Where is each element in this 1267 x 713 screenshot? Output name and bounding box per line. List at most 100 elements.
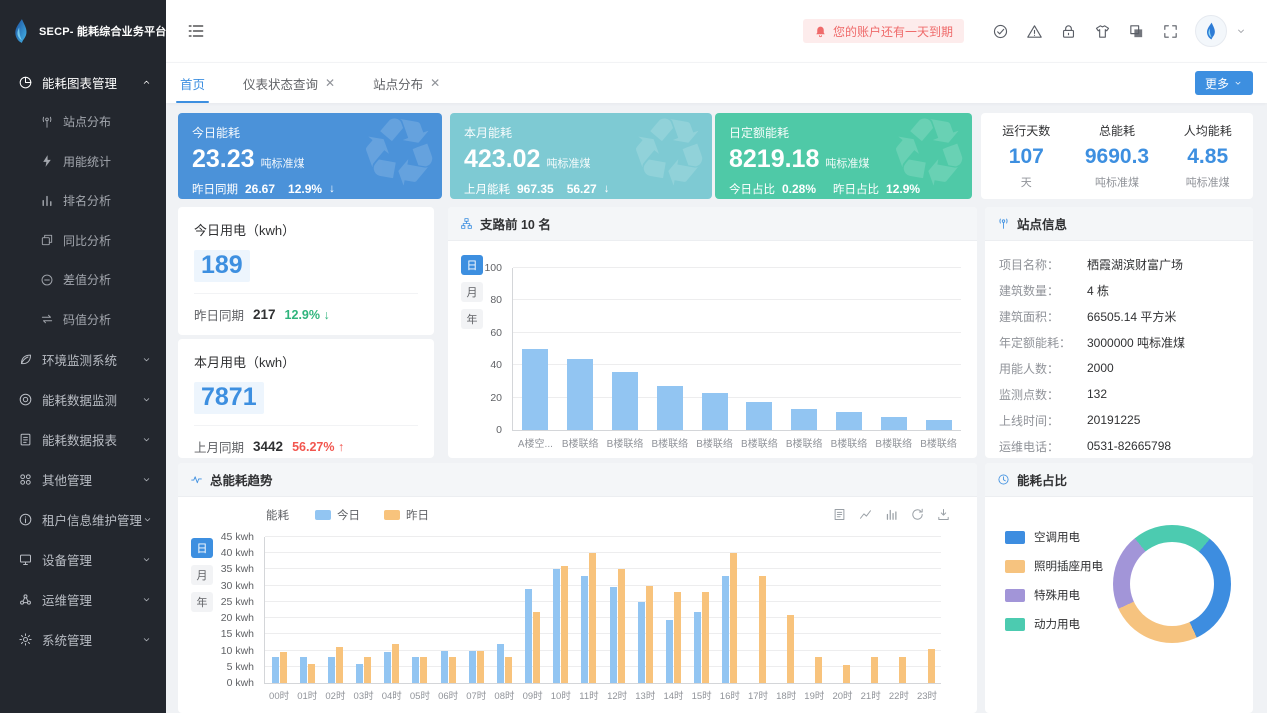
bar-昨日[interactable] bbox=[927, 648, 935, 683]
user-menu-chevron-down-icon[interactable] bbox=[1235, 25, 1247, 37]
tab-站点分布[interactable]: 站点分布 ✕ bbox=[373, 63, 440, 103]
tab-首页[interactable]: 首页 bbox=[175, 63, 210, 103]
bar-昨日[interactable] bbox=[871, 657, 879, 683]
bar[interactable] bbox=[611, 371, 638, 430]
bar-今日[interactable] bbox=[468, 650, 476, 683]
copy-pages-icon[interactable] bbox=[1128, 23, 1145, 40]
bar-今日[interactable] bbox=[412, 657, 420, 683]
bar-今日[interactable] bbox=[327, 657, 335, 683]
bar-今日[interactable] bbox=[440, 650, 448, 683]
sidebar-subitem-差值分析[interactable]: 差值分析 bbox=[0, 260, 166, 300]
bar[interactable] bbox=[925, 420, 952, 430]
sidebar-item-能耗数据监测[interactable]: 能耗数据监测 bbox=[0, 379, 166, 419]
bar-今日[interactable] bbox=[271, 657, 279, 683]
sidebar-subitem-排名分析[interactable]: 排名分析 bbox=[0, 181, 166, 221]
bar-昨日[interactable] bbox=[307, 663, 315, 683]
bar-今日[interactable] bbox=[694, 611, 702, 683]
bar-昨日[interactable] bbox=[364, 657, 372, 683]
sidebar-item-租户信息维护管理[interactable]: 租户信息维护管理 bbox=[0, 499, 166, 539]
bar-昨日[interactable] bbox=[645, 585, 653, 683]
bar-昨日[interactable] bbox=[392, 644, 400, 683]
bar-昨日[interactable] bbox=[617, 569, 625, 683]
bar[interactable] bbox=[567, 358, 594, 430]
bar-昨日[interactable] bbox=[504, 657, 512, 683]
bar[interactable] bbox=[791, 408, 818, 430]
bar[interactable] bbox=[880, 417, 907, 430]
bar-昨日[interactable] bbox=[476, 650, 484, 683]
bar-今日[interactable] bbox=[496, 644, 504, 683]
bar-昨日[interactable] bbox=[589, 553, 597, 683]
sidebar-item-设备管理[interactable]: 设备管理 bbox=[0, 539, 166, 579]
bar-昨日[interactable] bbox=[814, 657, 822, 683]
bar[interactable] bbox=[656, 386, 683, 430]
account-expiry-notice[interactable]: 您的账户还有一天到期 bbox=[802, 19, 964, 43]
more-button[interactable]: 更多 bbox=[1194, 71, 1253, 95]
restore-icon[interactable] bbox=[910, 507, 925, 522]
period-button-月[interactable]: 月 bbox=[461, 282, 483, 302]
bar-今日[interactable] bbox=[525, 588, 533, 683]
bar-昨日[interactable] bbox=[335, 647, 343, 683]
bar-今日[interactable] bbox=[637, 601, 645, 683]
close-icon[interactable]: ✕ bbox=[325, 76, 336, 90]
period-button-日[interactable]: 日 bbox=[461, 255, 483, 275]
bar-今日[interactable] bbox=[609, 587, 617, 683]
approval-icon[interactable] bbox=[992, 23, 1009, 40]
sidebar-item-能耗数据报表[interactable]: 能耗数据报表 bbox=[0, 419, 166, 459]
bar-昨日[interactable] bbox=[448, 657, 456, 683]
bar-昨日[interactable] bbox=[843, 665, 851, 683]
sidebar-subitem-站点分布[interactable]: 站点分布 bbox=[0, 102, 166, 142]
sidebar-item-能耗图表管理[interactable]: 能耗图表管理 bbox=[0, 62, 166, 102]
sidebar-item-环境监测系统[interactable]: 环境监测系统 bbox=[0, 339, 166, 379]
bar-今日[interactable] bbox=[553, 569, 561, 683]
bar-昨日[interactable] bbox=[420, 657, 428, 683]
line-chart-icon[interactable] bbox=[858, 507, 873, 522]
bar-昨日[interactable] bbox=[758, 575, 766, 683]
data-view-icon[interactable] bbox=[832, 507, 847, 522]
download-icon[interactable] bbox=[936, 507, 951, 522]
ratio-legend-item-动力用电[interactable]: 动力用电 bbox=[1005, 616, 1103, 632]
period-button-日[interactable]: 日 bbox=[191, 538, 213, 558]
bar-今日[interactable] bbox=[299, 657, 307, 683]
bar-今日[interactable] bbox=[356, 663, 364, 683]
bar-昨日[interactable] bbox=[279, 652, 287, 683]
bar-今日[interactable] bbox=[581, 575, 589, 683]
user-avatar[interactable] bbox=[1195, 15, 1227, 47]
bar-昨日[interactable] bbox=[730, 553, 738, 683]
sidebar-subitem-同比分析[interactable]: 同比分析 bbox=[0, 221, 166, 261]
bar[interactable] bbox=[835, 412, 862, 430]
close-icon[interactable]: ✕ bbox=[430, 76, 441, 90]
sidebar-item-系统管理[interactable]: 系统管理 bbox=[0, 619, 166, 659]
ratio-legend-item-特殊用电[interactable]: 特殊用电 bbox=[1005, 587, 1103, 603]
bar-昨日[interactable] bbox=[899, 657, 907, 683]
sidebar-item-运维管理[interactable]: 运维管理 bbox=[0, 579, 166, 619]
bar-昨日[interactable] bbox=[702, 592, 710, 683]
topbar-right: 您的账户还有一天到期 bbox=[802, 15, 1247, 47]
lock-icon[interactable] bbox=[1060, 23, 1077, 40]
bar[interactable] bbox=[701, 392, 728, 430]
period-button-月[interactable]: 月 bbox=[191, 565, 213, 585]
bar-昨日[interactable] bbox=[561, 566, 569, 683]
warning-icon[interactable] bbox=[1026, 23, 1043, 40]
sidebar-subitem-码值分析[interactable]: 码值分析 bbox=[0, 300, 166, 340]
period-button-年[interactable]: 年 bbox=[191, 592, 213, 612]
theme-icon[interactable] bbox=[1094, 23, 1111, 40]
legend-item-昨日[interactable]: 昨日 bbox=[384, 507, 429, 523]
bar[interactable] bbox=[746, 402, 773, 430]
bar-昨日[interactable] bbox=[673, 592, 681, 683]
bar-昨日[interactable] bbox=[533, 611, 541, 683]
legend-item-今日[interactable]: 今日 bbox=[315, 507, 360, 523]
ratio-legend-item-照明插座用电[interactable]: 照明插座用电 bbox=[1005, 558, 1103, 574]
collapse-menu-icon[interactable] bbox=[186, 21, 206, 41]
sidebar-item-其他管理[interactable]: 其他管理 bbox=[0, 459, 166, 499]
bar-chart-icon[interactable] bbox=[884, 507, 899, 522]
period-button-年[interactable]: 年 bbox=[461, 309, 483, 329]
tab-仪表状态查询[interactable]: 仪表状态查询 ✕ bbox=[243, 63, 335, 103]
bar[interactable] bbox=[522, 349, 549, 430]
fullscreen-icon[interactable] bbox=[1162, 23, 1179, 40]
bar-昨日[interactable] bbox=[786, 614, 794, 683]
bar-今日[interactable] bbox=[384, 652, 392, 683]
sidebar-subitem-用能统计[interactable]: 用能统计 bbox=[0, 142, 166, 182]
bar-今日[interactable] bbox=[665, 619, 673, 683]
ratio-legend-item-空调用电[interactable]: 空调用电 bbox=[1005, 529, 1103, 545]
bar-今日[interactable] bbox=[722, 575, 730, 683]
